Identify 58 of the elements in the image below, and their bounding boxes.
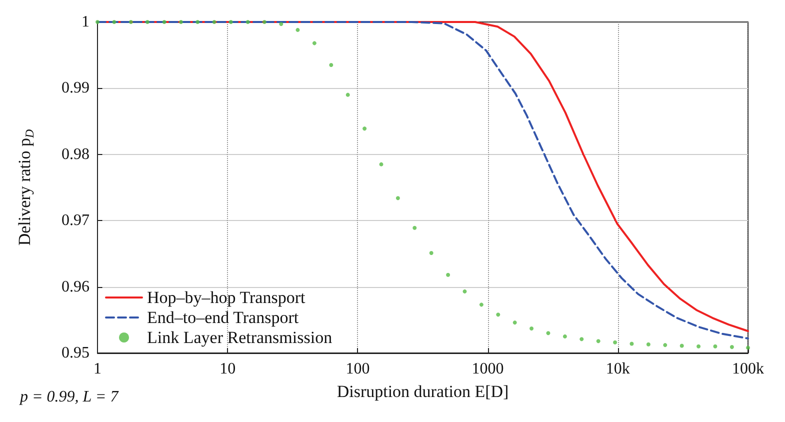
point bbox=[479, 302, 484, 307]
point bbox=[246, 20, 250, 24]
point bbox=[145, 20, 150, 24]
point bbox=[178, 20, 183, 24]
y-tick-label: 0.98 bbox=[62, 146, 90, 163]
y-tick-label: 0.99 bbox=[62, 80, 90, 97]
point bbox=[730, 345, 734, 350]
point bbox=[312, 41, 316, 46]
text: p = 0.99, L = 7 bbox=[19, 388, 120, 406]
point bbox=[496, 312, 500, 317]
x-tick-label: 1000 bbox=[472, 360, 504, 378]
y-axis-title: Delivery ratio pD bbox=[15, 129, 36, 246]
legend-label: Hop–by–hop Transport bbox=[147, 288, 306, 307]
point bbox=[546, 331, 550, 336]
point bbox=[262, 20, 266, 24]
y-tick-label: 0.96 bbox=[62, 278, 90, 296]
point bbox=[279, 22, 284, 26]
point bbox=[462, 289, 467, 294]
point bbox=[580, 337, 584, 342]
point bbox=[329, 63, 334, 68]
x-tick-label: 10 bbox=[220, 360, 236, 378]
point bbox=[379, 162, 384, 166]
point bbox=[646, 342, 650, 346]
point bbox=[562, 334, 567, 338]
y-tick-label: 0.95 bbox=[62, 344, 90, 362]
y-tick-label: 1 bbox=[82, 14, 90, 30]
point bbox=[362, 126, 367, 131]
point bbox=[713, 344, 718, 348]
point bbox=[228, 20, 233, 24]
point bbox=[530, 326, 534, 331]
point bbox=[696, 344, 701, 348]
point bbox=[128, 20, 133, 24]
point bbox=[296, 28, 300, 32]
point bbox=[162, 20, 166, 24]
point bbox=[212, 20, 216, 24]
point bbox=[613, 340, 618, 344]
point bbox=[396, 196, 400, 200]
x-tick-label: 100k bbox=[732, 360, 764, 378]
x-tick-label: 100 bbox=[346, 360, 370, 378]
point bbox=[446, 272, 450, 277]
point bbox=[512, 320, 517, 325]
point bbox=[96, 20, 100, 24]
point bbox=[346, 92, 350, 97]
point bbox=[112, 20, 116, 24]
point bbox=[429, 251, 434, 256]
x-tick-label: 10k bbox=[606, 360, 630, 378]
point bbox=[680, 344, 684, 348]
point bbox=[596, 339, 600, 344]
point bbox=[196, 20, 200, 24]
legend-label: End–to–end Transport bbox=[147, 308, 299, 327]
point bbox=[630, 342, 634, 346]
point bbox=[663, 343, 668, 348]
x-tick-label: 1 bbox=[94, 360, 102, 378]
legend-label: Link Layer Retransmission bbox=[147, 328, 333, 347]
point bbox=[412, 226, 417, 230]
y-tick-label: 0.97 bbox=[62, 212, 90, 230]
x-axis-title: Disruption duration E[D] bbox=[336, 382, 509, 401]
point bbox=[746, 346, 750, 350]
